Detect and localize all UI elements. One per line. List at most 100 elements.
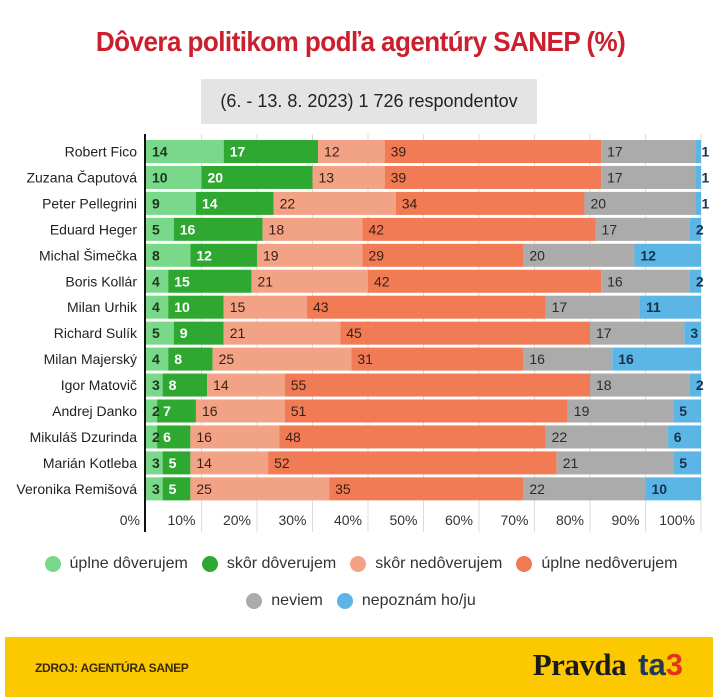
bar-segment-neviem (601, 140, 696, 163)
bar-segment-uplne-doverujem (146, 269, 169, 293)
data-label: 5 (169, 481, 177, 497)
legend-dot-icon (201, 556, 218, 572)
bar-segment-nepoznam-ho-ju (695, 140, 701, 163)
bar-segment-skor-doverujem (157, 399, 196, 423)
data-label: 8 (169, 377, 177, 393)
legend-row-2: neviem nepoznám ho/ju (0, 592, 722, 610)
data-label: 43 (313, 299, 329, 315)
data-label: 6 (674, 429, 682, 445)
legend-item-neviem: neviem (246, 592, 323, 610)
data-label: 39 (391, 144, 407, 160)
data-label: 15 (174, 273, 190, 289)
logo-ta3-ta: ta (638, 647, 666, 682)
data-label: 35 (335, 481, 351, 497)
bar-segment-neviem (601, 269, 690, 293)
bar-segment-nepoznam-ho-ju (689, 373, 701, 397)
bar-segment-uplne-doverujem (146, 165, 202, 189)
bar-segment-uplne-doverujem (146, 373, 163, 397)
data-label: 3 (152, 455, 160, 471)
bar-segment-skor-doverujem (190, 243, 257, 267)
category-labels: Robert Fico Zuzana Čaputová Peter Pellegri… (16, 144, 138, 497)
bar-segment-skor-nedoverujem (262, 217, 363, 241)
bar-segment-uplne-doverujem (146, 243, 191, 267)
bar-segment-neviem (590, 321, 685, 345)
category-label-veronika-remisova: Veronika Remišová (16, 481, 137, 497)
bar-segment-uplne-nedoverujem (362, 243, 524, 267)
category-label-zuzana-caputova: Zuzana Čaputová (26, 169, 137, 185)
chart-subtitle: (6. - 13. 8. 2023) 1 726 respondentov (201, 79, 537, 124)
data-label: 22 (529, 481, 545, 497)
source-note: ZDROJ: AGENTÚRA SANEP (35, 661, 189, 675)
category-label-michal-simecka: Michal Šimečka (39, 247, 137, 263)
data-label: 16 (180, 221, 196, 237)
data-label: 22 (552, 429, 568, 445)
bar-segment-skor-nedoverujem (195, 399, 285, 423)
bar-segment-uplne-doverujem (146, 477, 163, 501)
data-label: 4 (152, 299, 160, 315)
data-label: 17 (596, 325, 612, 341)
data-label: 14 (152, 144, 168, 160)
bar-segment-skor-doverujem (168, 347, 213, 371)
data-label: 5 (152, 221, 160, 237)
data-label: 2 (696, 221, 704, 237)
bar-segment-uplne-doverujem (146, 140, 224, 163)
x-tick-label: 90% (611, 512, 639, 528)
bar-segment-uplne-nedoverujem (284, 399, 568, 423)
data-label: 17 (607, 169, 623, 185)
bar-segment-skor-doverujem (162, 477, 191, 501)
x-tick-label: 20% (223, 512, 251, 528)
bar-segment-nepoznam-ho-ju (645, 477, 701, 501)
category-label-milan-majersky: Milan Majerský (44, 351, 137, 367)
category-label-andrej-danko: Andrej Danko (52, 403, 137, 419)
bar-segment-nepoznam-ho-ju (673, 399, 701, 423)
x-tick-label: 60% (445, 512, 473, 528)
logo-ta3-3: 3 (665, 647, 683, 682)
bar-segment-skor-doverujem (201, 165, 313, 189)
x-tick-label: 70% (500, 512, 528, 528)
data-label: 19 (263, 247, 279, 263)
bar-segment-neviem (567, 399, 674, 423)
bars (146, 140, 701, 501)
data-label: 42 (368, 221, 384, 237)
data-label: 5 (152, 325, 160, 341)
data-label: 8 (174, 351, 182, 367)
legend-item-uplne-doverujem: úplne dôverujem (44, 555, 188, 573)
bar-segment-neviem (584, 191, 696, 215)
bar-segment-neviem (590, 373, 690, 397)
bar-segment-uplne-doverujem (146, 217, 174, 241)
data-label: 11 (646, 299, 661, 315)
legend-item-uplne-nedoverujem: úplne nedôverujem (516, 555, 677, 573)
legend-label: úplne nedôverujem (541, 555, 678, 572)
bar-segment-uplne-nedoverujem (384, 165, 602, 189)
bar-segment-skor-nedoverujem (318, 140, 385, 163)
category-label-marian-kotleba: Marián Kotleba (43, 455, 137, 471)
bar-segment-nepoznam-ho-ju (695, 165, 701, 189)
bar-segment-uplne-nedoverujem (284, 373, 590, 397)
data-label: 5 (679, 403, 687, 419)
bar-segment-skor-nedoverujem (273, 191, 396, 215)
bar-segment-uplne-doverujem (146, 347, 169, 371)
data-label: 7 (163, 403, 171, 419)
data-label: 25 (196, 481, 212, 497)
bar-segment-neviem (523, 347, 613, 371)
data-label: 5 (169, 455, 177, 471)
legend-label: skôr dôverujem (226, 555, 337, 572)
data-label: 3 (690, 325, 698, 341)
data-label: 29 (368, 247, 384, 263)
data-label: 16 (196, 429, 212, 445)
data-label: 18 (269, 221, 285, 237)
bar-segment-nepoznam-ho-ju (634, 243, 701, 267)
bar-segment-neviem (545, 425, 668, 449)
bar-segment-neviem (523, 477, 646, 501)
bar-segment-skor-doverujem (173, 321, 224, 345)
bar-segment-skor-nedoverujem (312, 165, 385, 189)
legend-label: úplne dôverujem (69, 555, 188, 572)
bar-segment-nepoznam-ho-ju (667, 425, 701, 449)
data-label: 20 (590, 195, 606, 211)
data-label: 4 (152, 351, 160, 367)
bar-segment-uplne-nedoverujem (368, 269, 602, 293)
data-label: 16 (607, 273, 623, 289)
data-label: 17 (552, 299, 568, 315)
bar-segment-nepoznam-ho-ju (689, 217, 701, 241)
data-label: 2 (152, 429, 160, 445)
